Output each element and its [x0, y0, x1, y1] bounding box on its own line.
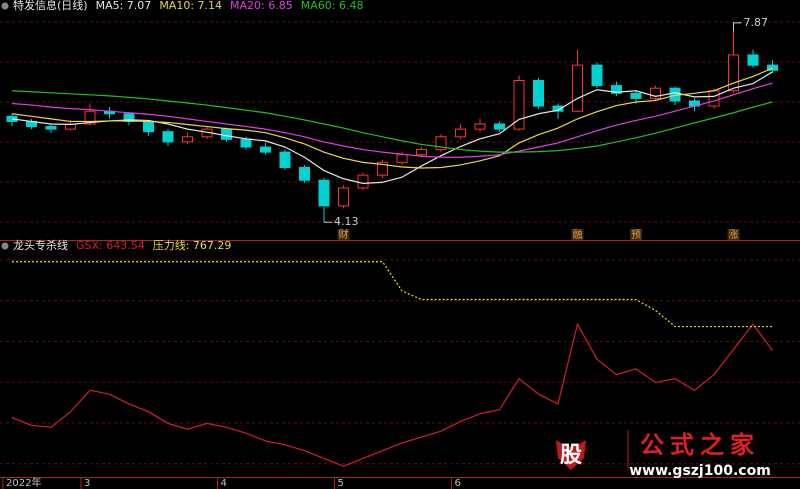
candle-body [45, 126, 57, 130]
candle-body [435, 136, 447, 151]
candle-body [591, 64, 603, 87]
event-label: 融 [573, 229, 583, 241]
candle-body [455, 128, 466, 138]
high-pointer [733, 22, 742, 31]
candle-body [377, 161, 388, 176]
watermark: 股 公式之家 www.gszj100.com [556, 430, 771, 479]
candle-body [708, 90, 720, 107]
event-box [630, 229, 642, 240]
x-tick-label: 3 [84, 478, 90, 489]
candle-body [84, 110, 96, 125]
panel-title: 龙头专杀线 [13, 238, 68, 252]
series-line [11, 82, 773, 158]
x-tick-label: 5 [338, 478, 344, 489]
candle-body [338, 187, 349, 207]
candle-body [767, 64, 778, 71]
event-box [571, 229, 584, 240]
watermark-url: www.gszj100.com [629, 463, 771, 479]
x-tick-label: 6 [455, 478, 461, 489]
candle-body [611, 85, 622, 94]
event-label: 预 [631, 229, 641, 241]
event-box [337, 229, 350, 240]
candle-body [513, 80, 525, 130]
series-line [11, 71, 773, 184]
candle-body [318, 179, 330, 207]
candle-body [221, 128, 232, 140]
candle-body [143, 120, 154, 133]
legend-entry: MA5: 7.07 [96, 0, 152, 12]
candle-body [299, 166, 310, 181]
candle-body [474, 123, 486, 130]
candle-body [182, 136, 193, 143]
candle-body [279, 151, 291, 168]
legend-entry: 压力线: 767.29 [153, 238, 232, 252]
event-label: 涨 [729, 229, 739, 241]
x-tick-label: 2022年 [6, 476, 41, 489]
candle-body [533, 80, 544, 107]
candle-body [728, 54, 739, 92]
watermark-icon-bg [556, 440, 586, 470]
panel-title: 特发信息(日线) [13, 0, 88, 12]
candle-body [260, 146, 271, 153]
event-label: 财 [339, 228, 349, 241]
candle-body [650, 87, 661, 99]
candle-body [747, 54, 759, 66]
x-tick-label: 4 [221, 478, 227, 489]
candle-body [240, 138, 252, 148]
series-line [12, 261, 773, 328]
candle-body [552, 105, 564, 112]
legend-entry: MA20: 6.85 [230, 0, 293, 12]
event-box [727, 229, 740, 240]
candle-body [162, 131, 174, 143]
legend-entry: GSX: 643.54 [76, 239, 145, 252]
candle-body [416, 149, 427, 156]
candle-body [572, 64, 583, 112]
series-line [11, 67, 773, 169]
panel-icon [1, 2, 9, 10]
watermark-name: 公式之家 [640, 431, 760, 459]
high-label: 7.87 [744, 16, 769, 29]
series-line [11, 322, 773, 467]
panel-icon [1, 242, 9, 250]
candle-body [494, 123, 505, 130]
watermark-icon: 股 [560, 443, 582, 468]
candle-body [396, 154, 408, 163]
candle-body [630, 92, 642, 99]
legend-entry: MA60: 6.48 [301, 0, 364, 12]
series-line [11, 90, 773, 153]
legend-entry: MA10: 7.14 [159, 0, 222, 12]
low-label: 4.13 [334, 215, 359, 228]
candle-body [357, 174, 369, 189]
